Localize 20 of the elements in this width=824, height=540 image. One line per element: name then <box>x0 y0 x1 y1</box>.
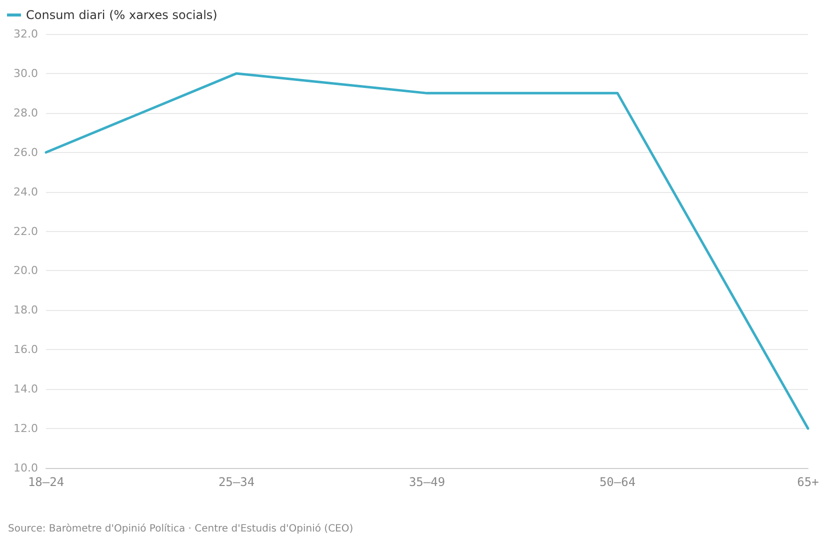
y-tick-label: 20.0 <box>14 264 38 278</box>
x-tick-label: 65+ <box>797 475 819 489</box>
x-tick-label: 35–49 <box>408 475 446 489</box>
legend-label: Consum diari (% xarxes socials) <box>26 8 218 22</box>
y-tick-label: 14.0 <box>14 382 38 396</box>
y-tick-label: 32.0 <box>14 28 38 40</box>
source-note: Source: Baròmetre d'Opinió Política · Centre d'Estudis d'Opinió (CEO) <box>8 524 354 534</box>
y-tick-label: 28.0 <box>14 106 38 120</box>
x-tick-label: 50–64 <box>599 475 636 489</box>
x-tick-label: 18–24 <box>28 475 64 489</box>
line-series <box>44 72 810 430</box>
y-tick-label: 24.0 <box>14 185 38 198</box>
y-tick-label: 18.0 <box>14 304 38 317</box>
x-tick-label: 25–34 <box>218 475 255 489</box>
y-tick-label: 22.0 <box>14 224 38 238</box>
y-tick-label: 26.0 <box>14 146 38 159</box>
y-tick-label: 10.0 <box>14 462 38 474</box>
y-tick-label: 16.0 <box>14 343 38 356</box>
y-tick-label: 30.0 <box>14 66 38 80</box>
y-tick-label: 12.0 <box>14 422 38 436</box>
